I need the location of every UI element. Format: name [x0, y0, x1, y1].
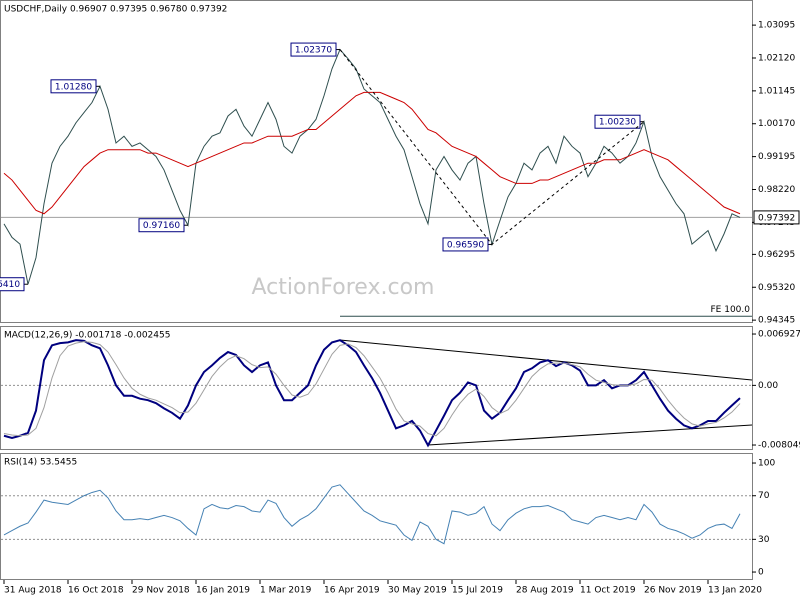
- x-tick-label: 16 Oct 2018: [68, 586, 124, 596]
- series-line: [3, 341, 741, 437]
- series-line: [3, 339, 741, 448]
- x-tick-label: 30 May 2019: [388, 586, 447, 596]
- y-tick-label: 0.98220: [758, 185, 795, 195]
- y-tick-label: 1.01145: [758, 86, 795, 96]
- x-tick-label: 1 Mar 2019: [260, 586, 312, 596]
- x-tick-label: 26 Nov 2019: [644, 586, 702, 596]
- x-tick-label: 16 Apr 2019: [324, 586, 380, 596]
- series-line: [3, 91, 741, 215]
- y-tick-label: 0.96295: [758, 250, 795, 260]
- x-tick-label: 28 Aug 2019: [516, 586, 574, 596]
- watermark: ActionForex.com: [252, 275, 435, 300]
- panel-title: RSI(14) 53.5455: [4, 458, 77, 468]
- y-tick-label: 1.00170: [758, 119, 795, 129]
- x-tick-label: 11 Oct 2019: [580, 586, 636, 596]
- annotation-label: 0.97160: [143, 221, 180, 231]
- price-panel: [0, 0, 753, 323]
- panel-title: MACD(12,26,9) -0.001718 -0.002455: [4, 331, 170, 341]
- annotation-label: 1.01280: [55, 82, 92, 92]
- y-tick-label: 0: [758, 568, 764, 578]
- y-tick-label: 70: [758, 491, 770, 501]
- y-tick-label: 0.00: [758, 381, 778, 391]
- annotation-label: 1.02370: [295, 46, 332, 56]
- y-tick-label: 30: [758, 535, 770, 545]
- y-tick-label: 0.99195: [758, 152, 795, 162]
- x-tick-label: 29 Nov 2018: [132, 586, 190, 596]
- y-tick-label: 100: [758, 459, 775, 469]
- x-tick-label: 13 Jan 2020: [708, 586, 762, 596]
- x-tick-label: 15 Jul 2019: [452, 586, 503, 596]
- annotation-label: 0.95410: [0, 280, 20, 290]
- annotation-box: [50, 79, 97, 94]
- y-tick-label: 0.006927: [758, 330, 800, 340]
- y-tick-label: 0.95320: [758, 283, 795, 293]
- x-tick-label: 16 Jan 2019: [196, 586, 250, 596]
- annotation-box: [594, 114, 641, 129]
- current-price-box: [753, 210, 800, 225]
- y-tick-label: 1.03095: [758, 21, 795, 31]
- annotation-box: [0, 277, 25, 292]
- annotation-label: 0.96590: [447, 240, 484, 250]
- y-tick-label: 0.94345: [758, 316, 795, 326]
- y-tick-label: -0.008049: [758, 441, 800, 451]
- annotation-box: [290, 42, 337, 57]
- trendline: [339, 49, 645, 246]
- y-tick-label: 1.02120: [758, 53, 795, 63]
- panel-title: USDCHF,Daily 0.96907 0.97395 0.96780 0.9…: [4, 5, 227, 15]
- fe-label: FE 100.0: [711, 305, 751, 315]
- annotation-box: [138, 218, 185, 233]
- current-price-label: 0.97392: [758, 213, 795, 223]
- series-line: [3, 484, 741, 545]
- rsi-panel: [0, 453, 753, 580]
- annotation-label: 1.00230: [599, 118, 636, 128]
- x-tick-label: 31 Aug 2018: [4, 586, 62, 596]
- annotation-box: [442, 237, 489, 252]
- macd-trendline: [427, 424, 753, 446]
